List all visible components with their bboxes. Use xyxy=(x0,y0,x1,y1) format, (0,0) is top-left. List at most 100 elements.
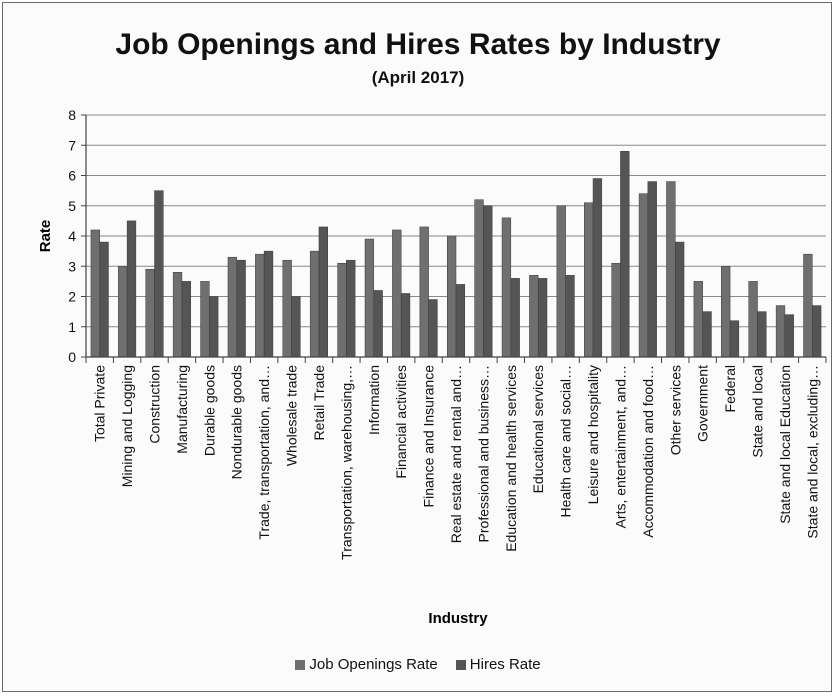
bar-hires xyxy=(510,278,520,358)
bar-job-openings xyxy=(584,202,594,358)
bar-hires xyxy=(428,299,438,358)
bar-job-openings xyxy=(693,281,703,358)
axes xyxy=(81,114,827,363)
x-tick-label: Wholesale trade xyxy=(284,365,300,466)
bar-hires xyxy=(592,178,603,358)
bar-job-openings xyxy=(721,266,731,358)
bar-job-openings xyxy=(446,235,457,358)
x-tick-label: Manufacturing xyxy=(174,365,190,454)
bar-hires xyxy=(620,151,630,358)
bar-job-openings xyxy=(611,262,621,358)
bar-hires xyxy=(373,290,383,358)
x-tick-label: Mining and Logging xyxy=(119,365,135,487)
x-tick-label: Government xyxy=(695,365,711,442)
bar-job-openings xyxy=(337,262,347,358)
x-tick-label: Real estate and rental and… xyxy=(448,365,464,543)
legend: Job Openings Rate Hires Rate xyxy=(0,656,836,673)
x-tick-label: Professional and business… xyxy=(475,365,491,542)
y-tick-label: 8 xyxy=(68,107,76,123)
x-tick-label: Accommodation and food… xyxy=(640,365,656,538)
bar-hires xyxy=(784,314,794,358)
x-tick-label: Other services xyxy=(667,365,683,455)
x-tick-label: Financial activities xyxy=(393,365,409,479)
bar-job-openings xyxy=(282,259,292,358)
bar-hires xyxy=(565,275,575,358)
bar-job-openings xyxy=(364,238,375,358)
bar-job-openings xyxy=(775,305,786,358)
bar-group xyxy=(90,151,822,358)
x-tick-label: State and local, excluding… xyxy=(804,365,820,539)
x-tick-label: Federal xyxy=(722,365,738,412)
bar-hires xyxy=(291,296,301,358)
bar-hires xyxy=(263,250,274,358)
bar-hires xyxy=(729,320,740,358)
bar-hires xyxy=(318,226,328,358)
y-tick-label: 0 xyxy=(68,349,76,365)
chart-subtitle: (April 2017) xyxy=(371,68,465,87)
bar-job-openings xyxy=(172,272,183,358)
y-tick-label: 2 xyxy=(68,289,76,305)
bar-hires xyxy=(126,220,137,358)
legend-item-job-openings: Job Openings Rate xyxy=(295,656,438,673)
bar-hires xyxy=(99,241,109,358)
bar-hires xyxy=(236,259,246,358)
x-tick-label: Arts, entertainment, and… xyxy=(612,365,628,528)
y-axis-label: Rate xyxy=(37,220,54,253)
x-tick-label: State and local Education xyxy=(777,365,793,524)
bar-job-openings xyxy=(145,269,155,358)
legend-swatch-hires xyxy=(455,659,466,670)
x-tick-label: Durable goods xyxy=(201,365,217,456)
x-tick-label: Finance and Insurance xyxy=(421,365,437,508)
x-tick-label: Education and health services xyxy=(503,365,519,552)
bar-hires xyxy=(483,205,493,358)
bar-hires xyxy=(154,190,164,358)
bar-job-openings xyxy=(529,275,539,358)
y-tick-label: 4 xyxy=(68,228,76,244)
bar-job-openings xyxy=(638,193,649,358)
bar-hires xyxy=(181,281,191,358)
bar-job-openings xyxy=(474,199,484,358)
x-tick-label: Health care and social… xyxy=(558,365,574,518)
bar-job-openings xyxy=(90,229,100,358)
x-tick-label: Transportation, warehousing,… xyxy=(338,365,354,560)
bar-job-openings xyxy=(666,181,676,358)
bar-hires xyxy=(537,278,548,358)
x-tick-label: Total Private xyxy=(92,365,108,442)
bar-hires xyxy=(702,311,712,358)
bar-hires xyxy=(455,284,466,358)
bar-job-openings xyxy=(118,266,128,358)
bar-job-openings xyxy=(309,250,320,358)
bar-job-openings xyxy=(748,281,758,358)
x-axis-label: Industry xyxy=(428,610,488,627)
x-tick-label: Educational services xyxy=(530,365,546,493)
bar-job-openings xyxy=(392,229,402,358)
bar-job-openings xyxy=(803,253,813,358)
y-tick-label: 7 xyxy=(68,137,76,153)
x-tick-label: Construction xyxy=(147,365,163,444)
y-tick-label: 3 xyxy=(68,258,76,274)
bar-hires xyxy=(757,311,767,358)
bar-job-openings xyxy=(556,205,566,358)
bar-job-openings xyxy=(255,253,265,358)
x-tick-label: State and local xyxy=(749,365,765,458)
chart-title: Job Openings and Hires Rates by Industry xyxy=(115,28,721,61)
x-tick-label: Information xyxy=(366,365,382,435)
legend-label-hires: Hires Rate xyxy=(469,656,541,673)
legend-item-hires: Hires Rate xyxy=(455,656,541,673)
bar-job-openings xyxy=(227,256,237,358)
bar-hires xyxy=(346,259,356,358)
y-tick-label: 1 xyxy=(68,319,76,335)
bar-job-openings xyxy=(501,217,512,358)
x-tick-label: Trade, transportation, and… xyxy=(256,365,272,540)
x-tick-label: Nondurable goods xyxy=(229,365,245,479)
y-tick-label: 6 xyxy=(68,168,76,184)
bar-job-openings xyxy=(200,281,210,358)
bar-hires xyxy=(647,181,657,358)
bar-hires xyxy=(400,293,411,358)
legend-swatch-job-openings xyxy=(295,659,306,670)
x-tick-labels: Total Private Mining and Logging Construct… xyxy=(92,365,821,560)
y-tick-label: 5 xyxy=(68,198,76,214)
bar-chart: 0 1 2 3 4 5 6 7 8 Total Private Mining and Loggin… xyxy=(37,107,827,627)
y-tick-labels: 0 1 2 3 4 5 6 7 8 xyxy=(68,107,76,365)
bar-hires xyxy=(209,296,219,358)
